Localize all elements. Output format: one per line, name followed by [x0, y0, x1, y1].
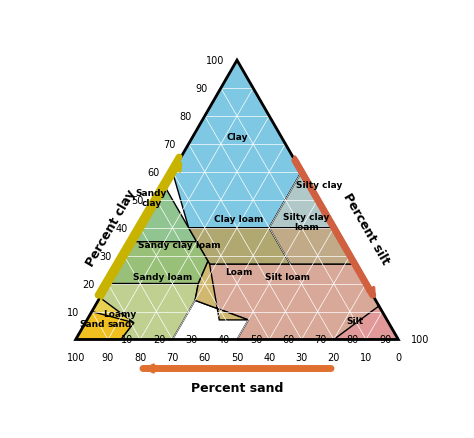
Text: Clay: Clay: [226, 132, 248, 141]
Text: 0: 0: [395, 353, 401, 363]
Text: Sandy
clay: Sandy clay: [136, 189, 167, 208]
Text: 70: 70: [314, 335, 327, 345]
Text: 60: 60: [199, 353, 211, 363]
Polygon shape: [195, 261, 248, 320]
Text: 10: 10: [67, 307, 79, 317]
Text: 80: 80: [180, 112, 192, 122]
Text: 50: 50: [131, 195, 144, 205]
Text: 40: 40: [218, 335, 230, 345]
Text: Percent sand: Percent sand: [191, 381, 283, 395]
Polygon shape: [189, 228, 290, 265]
Polygon shape: [173, 61, 301, 228]
Text: 60: 60: [147, 167, 160, 177]
Text: 80: 80: [134, 353, 146, 363]
Text: 90: 90: [102, 353, 114, 363]
Text: 10: 10: [360, 353, 372, 363]
Polygon shape: [76, 298, 134, 340]
Text: Loamy
sand: Loamy sand: [103, 309, 136, 328]
Text: 30: 30: [295, 353, 308, 363]
Polygon shape: [132, 187, 197, 242]
Text: Sandy loam: Sandy loam: [133, 272, 192, 282]
Text: 100: 100: [66, 353, 85, 363]
Polygon shape: [76, 312, 134, 340]
Text: 50: 50: [231, 353, 243, 363]
Text: 50: 50: [250, 335, 262, 345]
Text: 20: 20: [328, 353, 340, 363]
Polygon shape: [195, 261, 398, 340]
Polygon shape: [269, 228, 355, 265]
Text: 60: 60: [282, 335, 294, 345]
Text: 20: 20: [153, 335, 165, 345]
Text: Silty clay: Silty clay: [296, 181, 342, 190]
Text: Clay loam: Clay loam: [214, 215, 263, 223]
Text: Silt: Silt: [346, 316, 363, 325]
Text: 100: 100: [206, 56, 224, 66]
Text: 80: 80: [346, 335, 359, 345]
Text: Percent clay: Percent clay: [84, 187, 138, 269]
Text: Percent silt: Percent silt: [340, 190, 392, 266]
Text: Sand: Sand: [80, 320, 105, 329]
Text: Silt loam: Silt loam: [264, 272, 310, 282]
Text: Sandy clay loam: Sandy clay loam: [137, 240, 220, 249]
Text: Silty clay
loam: Silty clay loam: [283, 213, 329, 232]
Text: 20: 20: [82, 279, 95, 289]
Text: 40: 40: [115, 223, 128, 233]
Polygon shape: [334, 306, 398, 340]
Text: 90: 90: [379, 335, 391, 345]
Polygon shape: [269, 173, 334, 228]
Text: 70: 70: [164, 140, 176, 149]
Text: 30: 30: [185, 335, 198, 345]
Polygon shape: [108, 242, 208, 284]
Text: 90: 90: [196, 84, 208, 94]
Text: 40: 40: [263, 353, 275, 363]
Text: 30: 30: [99, 251, 111, 261]
Text: Loam: Loam: [225, 268, 252, 276]
Polygon shape: [76, 284, 198, 340]
Text: 70: 70: [166, 353, 179, 363]
Text: 100: 100: [411, 335, 429, 345]
Text: 10: 10: [121, 335, 133, 345]
